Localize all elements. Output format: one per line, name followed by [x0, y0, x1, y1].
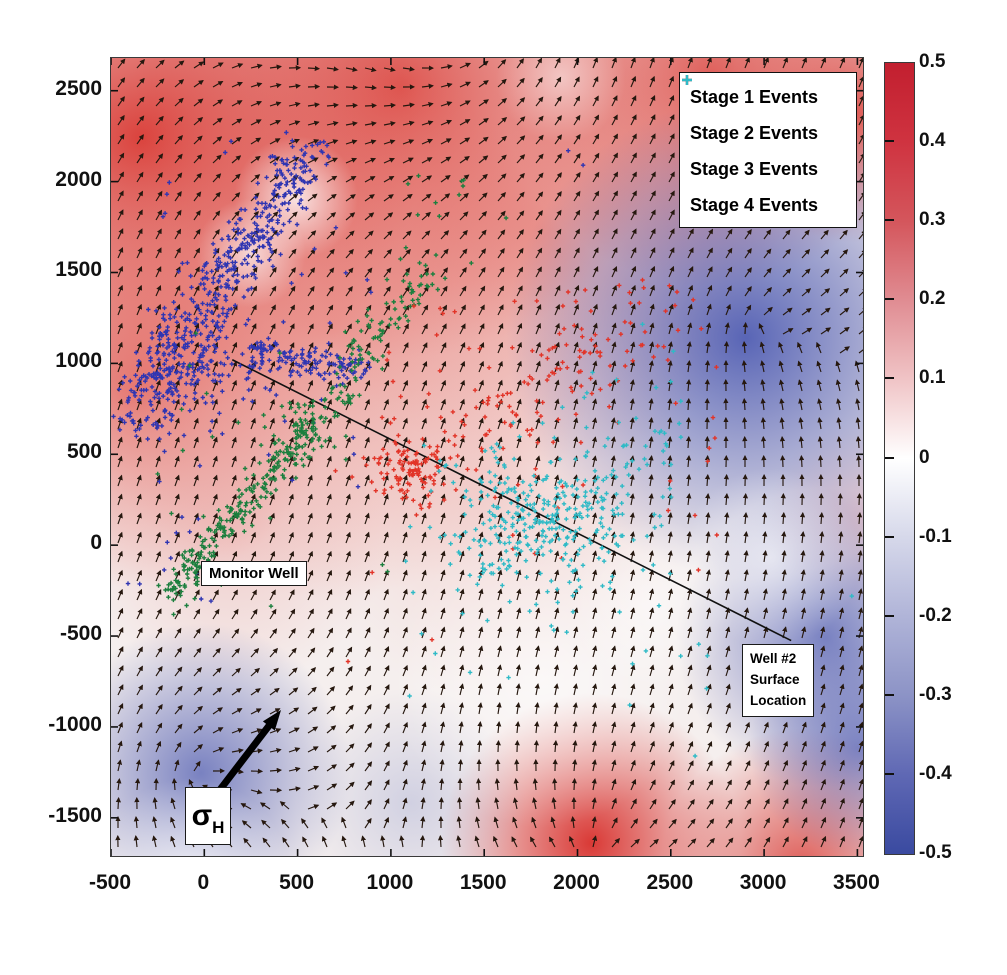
axis-tick-marks	[111, 58, 863, 856]
legend-label: Stage 4 Events	[690, 194, 819, 215]
colorbar-tick-label: 0.5	[919, 51, 946, 72]
sigma-h-arrow	[216, 710, 281, 794]
well2-line3: Location	[750, 692, 807, 708]
sigma-h-label: σ H	[185, 787, 231, 845]
colorbar-tick-mark	[885, 298, 894, 301]
colorbar-tick-label: 0.1	[919, 367, 946, 389]
colorbar-tick-label: -0.2	[919, 604, 952, 626]
sigma-symbol: σ	[191, 799, 213, 832]
colorbar-tick-label: -0.1	[919, 525, 952, 547]
y-tick-label: -1000	[48, 712, 102, 736]
x-tick-label: 3500	[833, 871, 880, 894]
colorbar-tick-mark	[885, 614, 894, 617]
colorbar-tick-mark	[885, 456, 894, 459]
y-tick-label: 1500	[55, 258, 102, 282]
monitor-well-label: Monitor Well	[201, 561, 307, 586]
y-tick-label: 2500	[55, 76, 102, 100]
legend-item-stage3: Stage 3 Events	[680, 75, 856, 187]
legend-label: Stage 2 Events	[690, 122, 819, 143]
colorbar-tick-mark	[885, 219, 894, 222]
x-tick-label: 3000	[739, 871, 787, 894]
y-tick-label: -1500	[48, 803, 102, 827]
colorbar-tick-label: 0.3	[919, 209, 946, 231]
colorbar-tick-mark	[885, 772, 894, 775]
legend-item-stage1: Stage 1 Events	[680, 75, 856, 115]
x-tick-label: 0	[197, 871, 210, 894]
x-tick-label: 500	[279, 871, 315, 894]
colorbar-tick-label: 0.2	[919, 288, 946, 310]
y-tick-label: 500	[66, 440, 102, 464]
legend-label: Stage 1 Events	[690, 86, 819, 107]
legend-label: Stage 3 Events	[690, 158, 819, 179]
event-scatter-layers	[111, 130, 854, 759]
well2-line1: Well #2	[750, 651, 797, 666]
colorbar-tick-mark	[885, 377, 894, 380]
colorbar	[884, 62, 915, 855]
x-tick-label: -500	[88, 871, 132, 894]
colorbar-tick-label: -0.3	[919, 683, 952, 705]
colorbar-tick-label: -0.5	[919, 842, 952, 863]
legend-item-stage4: Stage 4 Events	[680, 75, 856, 223]
legend: Stage 1 Events Stage 2 Events Stage 3 Ev…	[679, 72, 857, 228]
colorbar-tick-mark	[885, 140, 894, 143]
y-tick-label: 2000	[55, 167, 102, 191]
colorbar-tick-label: -0.4	[919, 762, 952, 784]
colorbar-tick-label: 0.4	[919, 130, 946, 152]
stress-field-map	[111, 58, 863, 856]
x-tick-label: 2500	[646, 871, 694, 894]
y-tick-label: 1000	[55, 349, 102, 373]
well2-line2: Surface	[750, 671, 800, 687]
legend-item-stage2: Stage 2 Events	[680, 75, 856, 151]
y-tick-label: 0	[90, 531, 102, 555]
colorbar-tick-mark	[885, 535, 894, 538]
x-tick-label: 2000	[553, 871, 600, 894]
well2-surface-location-label: Well #2 Surface Location	[742, 644, 815, 717]
x-tick-label: 1500	[459, 871, 507, 894]
x-tick-label: 1000	[366, 871, 414, 894]
plot-area: Stage 1 Events Stage 2 Events Stage 3 Ev…	[110, 57, 864, 857]
sigma-subscript: H	[212, 818, 225, 837]
stage4-marker-icon	[682, 75, 692, 85]
colorbar-tick-label: 0	[919, 446, 930, 468]
y-tick-label: -500	[59, 622, 102, 646]
colorbar-tick-mark	[885, 693, 894, 696]
